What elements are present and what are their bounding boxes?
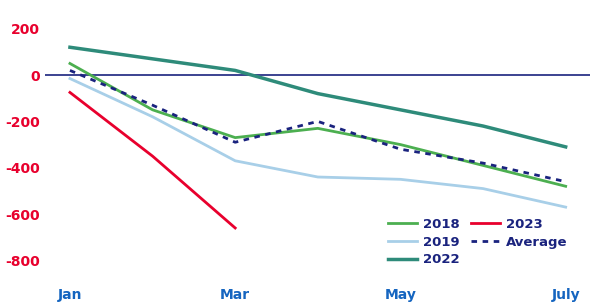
Legend: 2018, 2019, 2022, 2023, Average: 2018, 2019, 2022, 2023, Average bbox=[382, 213, 573, 271]
